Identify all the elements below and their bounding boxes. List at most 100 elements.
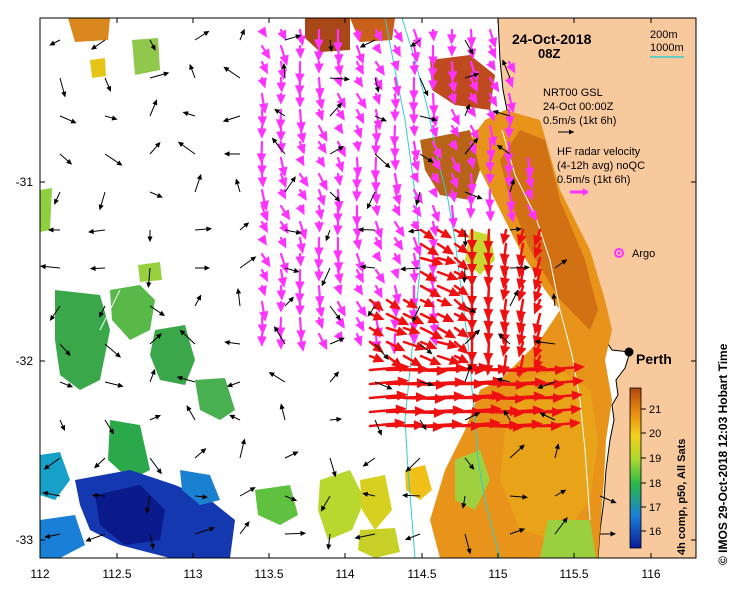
vector-head [257, 26, 267, 38]
vector-head [366, 203, 372, 210]
vector-head [222, 117, 229, 123]
vector-head [499, 321, 510, 333]
x-tick-label: 112.5 [102, 567, 131, 581]
vector-head [352, 31, 363, 43]
vector-head [321, 280, 327, 287]
vector-head [390, 319, 400, 330]
vector-head [466, 548, 472, 555]
vector-head [295, 256, 305, 267]
vector-head [466, 363, 472, 371]
vector-head [276, 82, 286, 93]
vector-head [257, 116, 268, 127]
vector-head [391, 253, 401, 266]
vector-head [90, 44, 98, 50]
vector-head [111, 115, 118, 121]
vector-head [390, 160, 400, 171]
vector-head [278, 176, 288, 189]
vector-head [352, 228, 363, 239]
vector-head [293, 268, 300, 274]
vector-head [357, 227, 364, 233]
vector-head [224, 340, 230, 346]
vector-head [428, 31, 438, 42]
vector-head [457, 243, 470, 254]
vector-head [502, 59, 507, 66]
vector-head [335, 161, 345, 173]
vector-head [428, 56, 438, 67]
current-vector [538, 365, 582, 372]
vector-head [85, 536, 92, 542]
vector-head [466, 196, 476, 207]
vector-head [532, 278, 543, 291]
vector-head [275, 119, 286, 130]
vector-head [497, 333, 504, 339]
vector-head [485, 199, 495, 210]
vector-head [277, 29, 287, 41]
vector-head [384, 162, 391, 169]
vector-head [70, 118, 77, 124]
vector-head [499, 265, 510, 277]
vector-head [372, 300, 384, 312]
vector-head [317, 142, 327, 155]
vector-head [516, 226, 523, 232]
vector-head [425, 271, 438, 282]
vector-head [344, 76, 351, 82]
vector-head [277, 237, 287, 249]
vector-head [288, 296, 295, 303]
vector-head [527, 209, 538, 221]
vector-head [43, 464, 50, 470]
vector-head [391, 45, 401, 58]
vector-head [203, 30, 210, 37]
nrt-legend-date: 24-Oct 00:00Z [543, 101, 614, 113]
vector-head [519, 528, 526, 533]
vector-head [500, 233, 511, 245]
vector-head [448, 82, 458, 94]
vector-head [414, 341, 427, 351]
vector-head [500, 345, 511, 357]
vector-head [295, 34, 302, 40]
vector-head [610, 531, 617, 537]
perth-marker [624, 347, 634, 357]
current-vector [538, 407, 579, 414]
vector-head [466, 208, 476, 219]
vector-head [291, 496, 298, 502]
vector-head [486, 110, 496, 122]
vector-head [196, 294, 202, 301]
vector-head [486, 59, 496, 72]
colorbar-tick-label: 18 [649, 478, 661, 490]
vector-head [533, 234, 543, 247]
vector-head [406, 298, 419, 309]
vector-head [532, 266, 543, 279]
vector-head [333, 225, 343, 236]
vector-head [504, 177, 514, 188]
vector-head [457, 343, 469, 355]
vector-head [44, 533, 51, 539]
vector-head [474, 412, 481, 418]
vector-head [371, 133, 382, 144]
vector-head [393, 239, 404, 251]
vector-head [257, 165, 267, 176]
vector-head [466, 106, 476, 118]
vector-head [377, 429, 382, 436]
time-title: 08Z [538, 46, 560, 61]
current-vector [453, 421, 498, 428]
vector-head [314, 247, 324, 258]
vector-head [373, 79, 383, 91]
vector-head [249, 487, 256, 493]
vector-head [483, 332, 494, 344]
vector-head [486, 149, 496, 161]
vector-head [516, 266, 527, 278]
vector-head [539, 412, 546, 418]
vector-head [522, 494, 529, 500]
vector-head [372, 311, 385, 321]
vector-head [409, 126, 419, 137]
vector-head [362, 491, 369, 497]
vector-head [409, 272, 420, 284]
vector-head [487, 95, 498, 107]
vector-head [154, 141, 161, 148]
vector-head [466, 276, 478, 287]
vector-head [503, 409, 509, 416]
vector-head [333, 284, 343, 296]
vector-head [447, 46, 457, 57]
vector-head [429, 126, 439, 139]
nrt-legend-name: NRT00 GSL [543, 87, 603, 99]
